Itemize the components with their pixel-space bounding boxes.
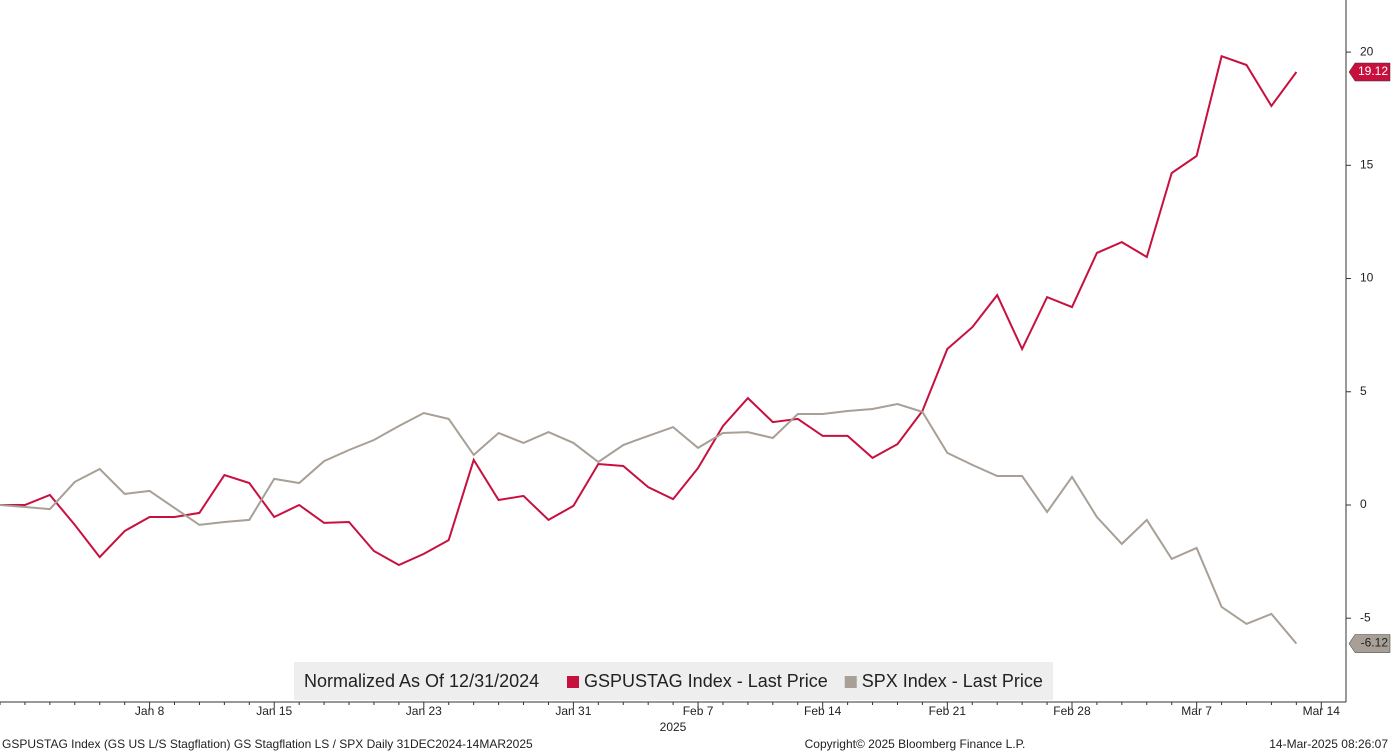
x-tick-label: Jan 15 (256, 704, 292, 718)
footer-right: 14-Mar-2025 08:26:07 (1269, 737, 1388, 751)
last-value-label: -6.12 (1361, 636, 1389, 650)
last-value-label: 19.12 (1358, 64, 1388, 78)
last-value-tag (1348, 634, 1391, 653)
legend-box (294, 662, 1053, 700)
series-line (0, 54, 1298, 567)
x-tick-label: Jan 23 (406, 704, 442, 718)
y-tick-label: 10 (1360, 271, 1374, 285)
series-line (0, 402, 1298, 645)
legend-swatch (567, 676, 579, 688)
legend-swatch (844, 676, 857, 688)
y-tick-label: 20 (1360, 44, 1374, 58)
x-tick-label: Mar 7 (1181, 704, 1212, 718)
legend-label: SPX Index - Last Price (862, 671, 1043, 691)
footer-left: GSPUSTAG Index (GS US L/S Stagflation) G… (2, 737, 533, 751)
legend-title: Normalized As Of 12/31/2024 (304, 671, 539, 691)
legend-label: GSPUSTAG Index - Last Price (584, 671, 828, 691)
x-tick-label: Jan 31 (555, 704, 591, 718)
footer-center: Copyright© 2025 Bloomberg Finance L.P. (805, 737, 1026, 751)
last-value-tag (1348, 62, 1391, 82)
x-tick-label: Jan 8 (135, 704, 165, 718)
x-tick-label: Feb 21 (929, 704, 967, 718)
x-tick-label: Mar 14 (1303, 704, 1341, 718)
x-tick-label: Feb 28 (1053, 704, 1091, 718)
x-tick-label: Feb 7 (683, 704, 714, 718)
y-tick-label: -5 (1360, 610, 1371, 624)
y-tick-label: 0 (1360, 497, 1367, 511)
y-tick-label: 5 (1360, 384, 1367, 398)
x-tick-label: Feb 14 (804, 704, 842, 718)
x-sublabel: 2025 (660, 720, 687, 734)
y-tick-label: 15 (1360, 157, 1374, 171)
